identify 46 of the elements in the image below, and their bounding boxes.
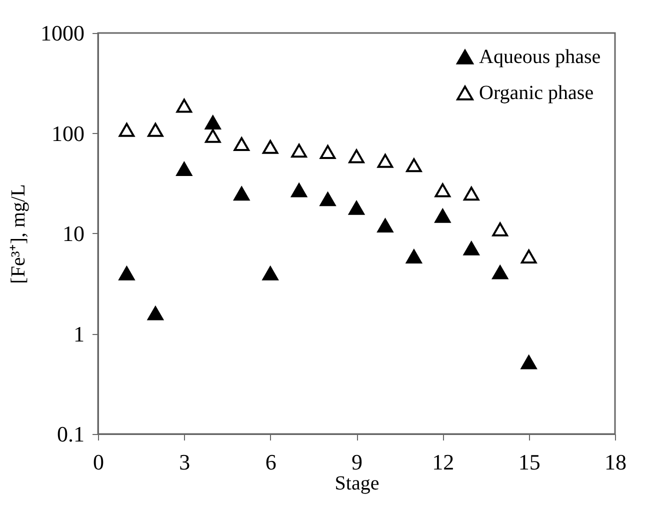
point xyxy=(118,266,135,280)
point xyxy=(520,250,537,264)
x-axis-title: Stage xyxy=(334,472,380,494)
point xyxy=(406,158,422,172)
point xyxy=(262,266,278,280)
y-tick-label: 1 xyxy=(74,321,84,346)
point xyxy=(234,186,250,201)
point xyxy=(320,145,336,159)
point xyxy=(176,162,192,176)
y-tick-label: 0.1 xyxy=(57,422,84,446)
x-tick-label: 9 xyxy=(352,450,362,474)
x-tick-label: 12 xyxy=(432,450,454,474)
point xyxy=(348,200,364,215)
point xyxy=(262,140,278,154)
point xyxy=(204,116,221,130)
point xyxy=(234,137,250,152)
point xyxy=(492,265,508,280)
x-tick-label: 3 xyxy=(179,450,190,474)
x-tick-label: 15 xyxy=(518,450,540,474)
point xyxy=(148,306,164,320)
point xyxy=(434,183,451,198)
point xyxy=(148,122,164,137)
x-tick-label: 18 xyxy=(604,450,626,474)
point xyxy=(520,355,537,370)
point xyxy=(118,122,135,137)
x-tick-label: 0 xyxy=(93,450,104,474)
point xyxy=(204,128,221,143)
y-axis-title: [Fe³⁺], mg/L xyxy=(8,184,30,284)
point xyxy=(348,149,364,164)
point xyxy=(291,144,307,158)
point xyxy=(377,154,394,168)
point xyxy=(492,222,508,236)
point xyxy=(377,218,394,233)
point xyxy=(463,186,480,201)
point xyxy=(463,241,480,256)
legend-label: Aqueous phase xyxy=(479,46,601,68)
point xyxy=(176,98,192,113)
y-tick-label: 1000 xyxy=(40,20,84,46)
legend-label: Organic phase xyxy=(479,82,594,104)
point xyxy=(434,208,451,223)
y-tick-label: 10 xyxy=(62,221,84,246)
point xyxy=(291,183,307,198)
y-tick-label: 100 xyxy=(52,120,84,146)
point xyxy=(320,192,336,206)
x-tick-label: 6 xyxy=(265,450,276,474)
point xyxy=(406,250,422,264)
